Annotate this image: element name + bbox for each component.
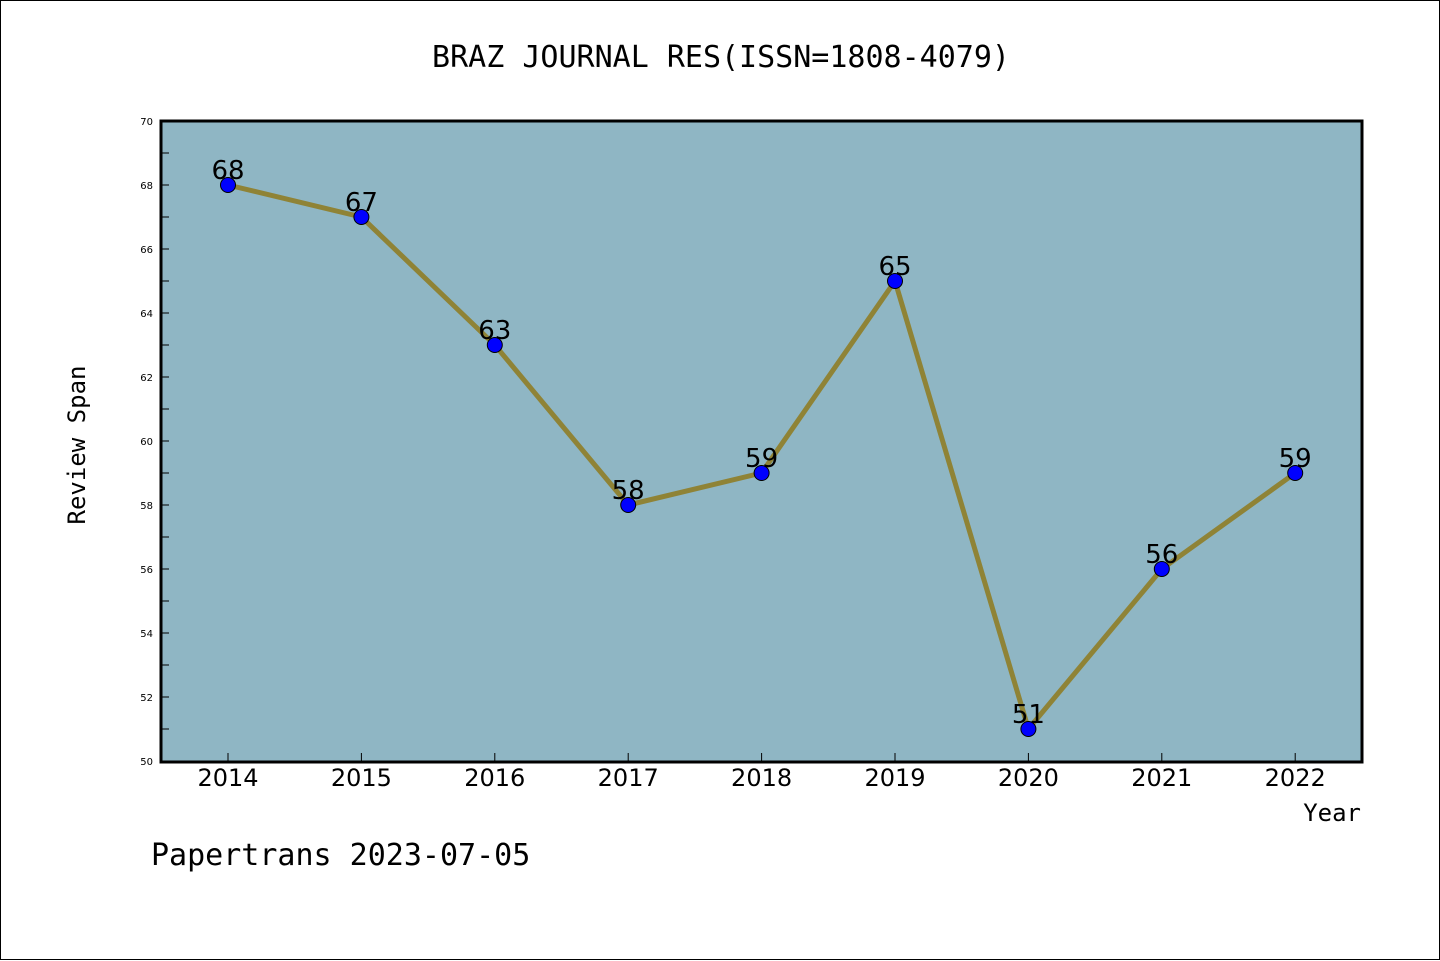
y-tick-label: 64 xyxy=(140,309,153,320)
data-label: 58 xyxy=(612,476,645,506)
data-labels-group: 68 67 63 58 59 65 51 56 59 xyxy=(211,156,1311,730)
data-label: 51 xyxy=(1012,700,1045,730)
y-tick-label: 70 xyxy=(140,117,153,128)
x-axis-label: Year xyxy=(1303,799,1361,827)
x-tick-label: 2022 xyxy=(1265,764,1326,792)
y-tick-label: 66 xyxy=(140,245,153,256)
data-label: 63 xyxy=(478,316,511,346)
y-tick-label: 50 xyxy=(140,757,153,768)
data-label: 67 xyxy=(345,188,378,218)
data-point xyxy=(620,497,637,513)
footer-text: Papertrans 2023-07-05 xyxy=(151,838,530,873)
y-tick-label: 60 xyxy=(140,437,153,448)
y-tick-label: 52 xyxy=(140,693,153,704)
y-tick-label: 54 xyxy=(140,629,153,640)
data-point xyxy=(1020,721,1037,737)
x-tick-label: 2014 xyxy=(197,764,258,792)
markers-group xyxy=(220,177,1304,737)
y-tick-label: 62 xyxy=(140,373,153,384)
data-label: 68 xyxy=(211,156,244,186)
x-tick-label: 2020 xyxy=(998,764,1059,792)
data-label: 65 xyxy=(878,252,911,282)
data-point xyxy=(486,337,503,353)
x-tick-label: 2016 xyxy=(464,764,525,792)
chart-title: BRAZ JOURNAL RES(ISSN=1808-4079) xyxy=(432,40,1010,75)
data-point xyxy=(1153,561,1170,577)
data-point xyxy=(220,177,236,193)
y-tick-label: 68 xyxy=(140,181,153,192)
y-axis: 50 52 54 56 58 60 62 64 66 68 70 xyxy=(140,117,169,768)
x-axis: 2014 2015 2016 2017 2018 2019 2020 2021 2022 xyxy=(197,753,1326,792)
y-tick-label: 56 xyxy=(140,565,153,576)
data-point xyxy=(1287,465,1304,481)
data-label: 56 xyxy=(1145,540,1178,570)
data-point xyxy=(887,273,903,289)
plot-area xyxy=(159,119,1364,764)
y-axis-label: Review Span xyxy=(63,366,91,525)
x-tick-label: 2021 xyxy=(1131,764,1192,792)
data-point xyxy=(753,465,770,481)
data-label: 59 xyxy=(1279,444,1312,474)
x-tick-label: 2017 xyxy=(598,764,659,792)
x-tick-label: 2019 xyxy=(864,764,925,792)
data-label: 59 xyxy=(745,444,778,474)
y-tick-label: 58 xyxy=(140,501,153,512)
x-tick-label: 2018 xyxy=(731,764,792,792)
data-point xyxy=(353,209,370,225)
x-tick-label: 2015 xyxy=(331,764,392,792)
